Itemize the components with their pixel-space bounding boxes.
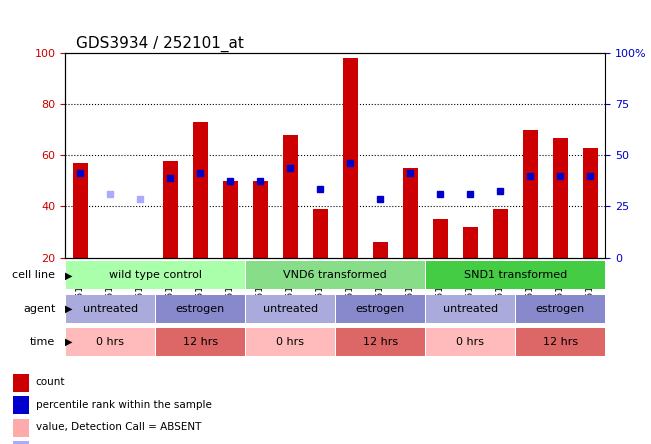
- Text: ▶: ▶: [65, 270, 73, 280]
- Bar: [373, 242, 388, 258]
- FancyBboxPatch shape: [246, 295, 335, 322]
- Text: 12 hrs: 12 hrs: [183, 337, 217, 347]
- Bar: [193, 122, 208, 258]
- Bar: [583, 148, 598, 258]
- Text: untreated: untreated: [443, 304, 498, 313]
- Text: untreated: untreated: [262, 304, 318, 313]
- Bar: [163, 161, 178, 258]
- Text: time: time: [30, 337, 55, 347]
- Bar: [433, 219, 448, 258]
- Text: untreated: untreated: [83, 304, 138, 313]
- Text: value, Detection Call = ABSENT: value, Detection Call = ABSENT: [36, 422, 201, 432]
- Text: cell line: cell line: [12, 270, 55, 280]
- Text: VND6 transformed: VND6 transformed: [283, 270, 387, 280]
- Text: 12 hrs: 12 hrs: [543, 337, 578, 347]
- FancyBboxPatch shape: [156, 328, 245, 356]
- Text: 0 hrs: 0 hrs: [96, 337, 124, 347]
- Text: 0 hrs: 0 hrs: [456, 337, 484, 347]
- FancyBboxPatch shape: [426, 295, 515, 322]
- FancyBboxPatch shape: [426, 328, 515, 356]
- Bar: [73, 163, 88, 258]
- FancyBboxPatch shape: [66, 261, 245, 289]
- Bar: [253, 181, 268, 258]
- Bar: [493, 209, 508, 258]
- Bar: [13, 396, 29, 414]
- FancyBboxPatch shape: [516, 295, 605, 322]
- Text: estrogen: estrogen: [176, 304, 225, 313]
- Bar: [13, 374, 29, 392]
- FancyBboxPatch shape: [156, 295, 245, 322]
- Bar: [312, 209, 327, 258]
- Bar: [223, 181, 238, 258]
- Text: count: count: [36, 377, 65, 388]
- Text: ▶: ▶: [65, 304, 73, 313]
- Bar: [343, 58, 358, 258]
- Text: estrogen: estrogen: [355, 304, 405, 313]
- Text: 12 hrs: 12 hrs: [363, 337, 398, 347]
- Bar: [463, 227, 478, 258]
- FancyBboxPatch shape: [66, 295, 154, 322]
- FancyBboxPatch shape: [246, 261, 424, 289]
- Bar: [13, 419, 29, 436]
- Text: 0 hrs: 0 hrs: [276, 337, 304, 347]
- FancyBboxPatch shape: [246, 328, 335, 356]
- FancyBboxPatch shape: [426, 261, 605, 289]
- Text: percentile rank within the sample: percentile rank within the sample: [36, 400, 212, 409]
- Bar: [403, 168, 418, 258]
- Text: agent: agent: [23, 304, 55, 313]
- Text: estrogen: estrogen: [536, 304, 585, 313]
- Bar: [283, 135, 298, 258]
- FancyBboxPatch shape: [336, 295, 424, 322]
- Bar: [553, 138, 568, 258]
- FancyBboxPatch shape: [516, 328, 605, 356]
- Bar: [13, 441, 29, 444]
- Text: SND1 transformed: SND1 transformed: [464, 270, 567, 280]
- Text: ▶: ▶: [65, 337, 73, 347]
- FancyBboxPatch shape: [336, 328, 424, 356]
- Text: GDS3934 / 252101_at: GDS3934 / 252101_at: [76, 36, 243, 52]
- Bar: [523, 130, 538, 258]
- FancyBboxPatch shape: [66, 328, 154, 356]
- Text: wild type control: wild type control: [109, 270, 202, 280]
